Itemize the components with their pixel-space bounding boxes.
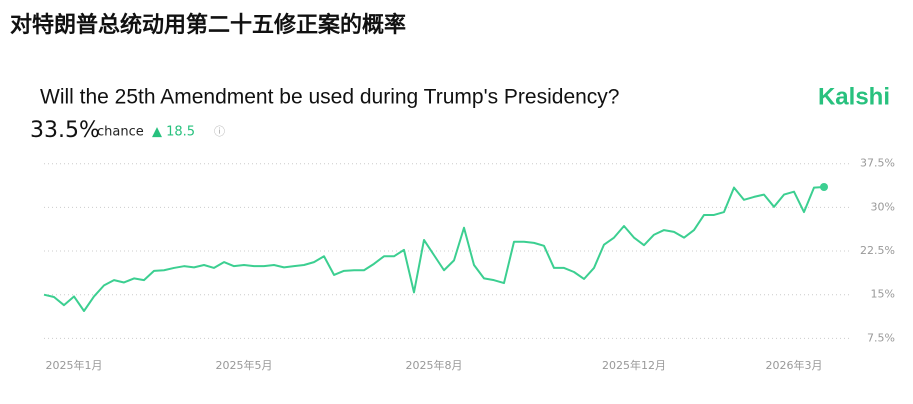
page-title: 对特朗普总统动用第二十五修正案的概率 <box>10 12 406 38</box>
x-tick-label: 2026年3月 <box>766 358 823 372</box>
y-tick-label: 22.5% <box>860 244 895 257</box>
chart-title: Will the 25th Amendment be used during T… <box>40 86 619 109</box>
series-line <box>43 186 825 312</box>
brand: Kalshi <box>818 83 890 110</box>
y-tick-label: 30% <box>871 200 895 213</box>
y-tick-label: 7.5% <box>867 331 895 344</box>
info-icon[interactable]: ⓘ <box>214 125 225 138</box>
x-tick-label: 2025年5月 <box>216 358 273 372</box>
y-tick-label: 37.5% <box>860 157 895 170</box>
x-tick-label: 2025年12月 <box>602 358 666 372</box>
x-tick-label: 2025年8月 <box>406 358 463 372</box>
x-tick-label: 2025年1月 <box>46 358 103 372</box>
chance-label: chance <box>97 125 144 140</box>
change-label: ▲ 18.5 <box>152 125 195 140</box>
current-value: 33.5% <box>30 118 100 143</box>
y-tick-label: 15% <box>871 288 895 301</box>
end-dot <box>820 183 828 192</box>
